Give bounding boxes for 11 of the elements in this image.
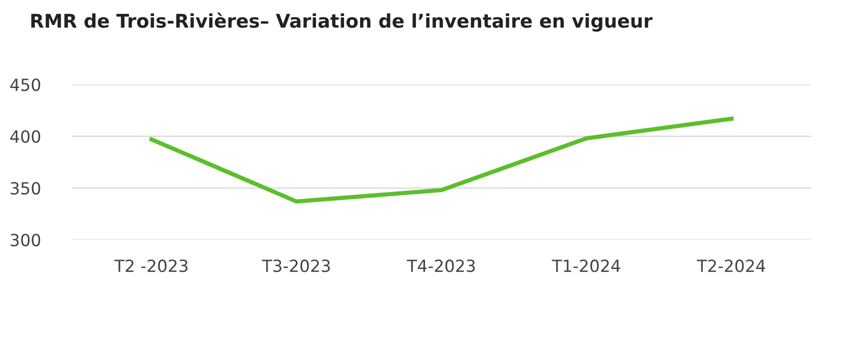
y-tick-label: 300 xyxy=(10,234,40,246)
x-tick-label: T2 -2023 xyxy=(114,260,188,272)
chart-title: RMR de Trois-Rivières– Variation de l’inventaire en vigueur xyxy=(31,12,652,32)
x-tick-label: T1-2024 xyxy=(552,260,620,272)
y-tick-label: 450 xyxy=(10,78,40,92)
x-tick-label: T2-2024 xyxy=(696,260,766,272)
x-tick-label: T3-2023 xyxy=(262,260,330,272)
y-tick-label: 400 xyxy=(10,130,40,143)
x-tick-label: T4-2023 xyxy=(406,260,475,272)
line-series xyxy=(149,116,734,204)
y-tick-label: 350 xyxy=(10,182,40,195)
